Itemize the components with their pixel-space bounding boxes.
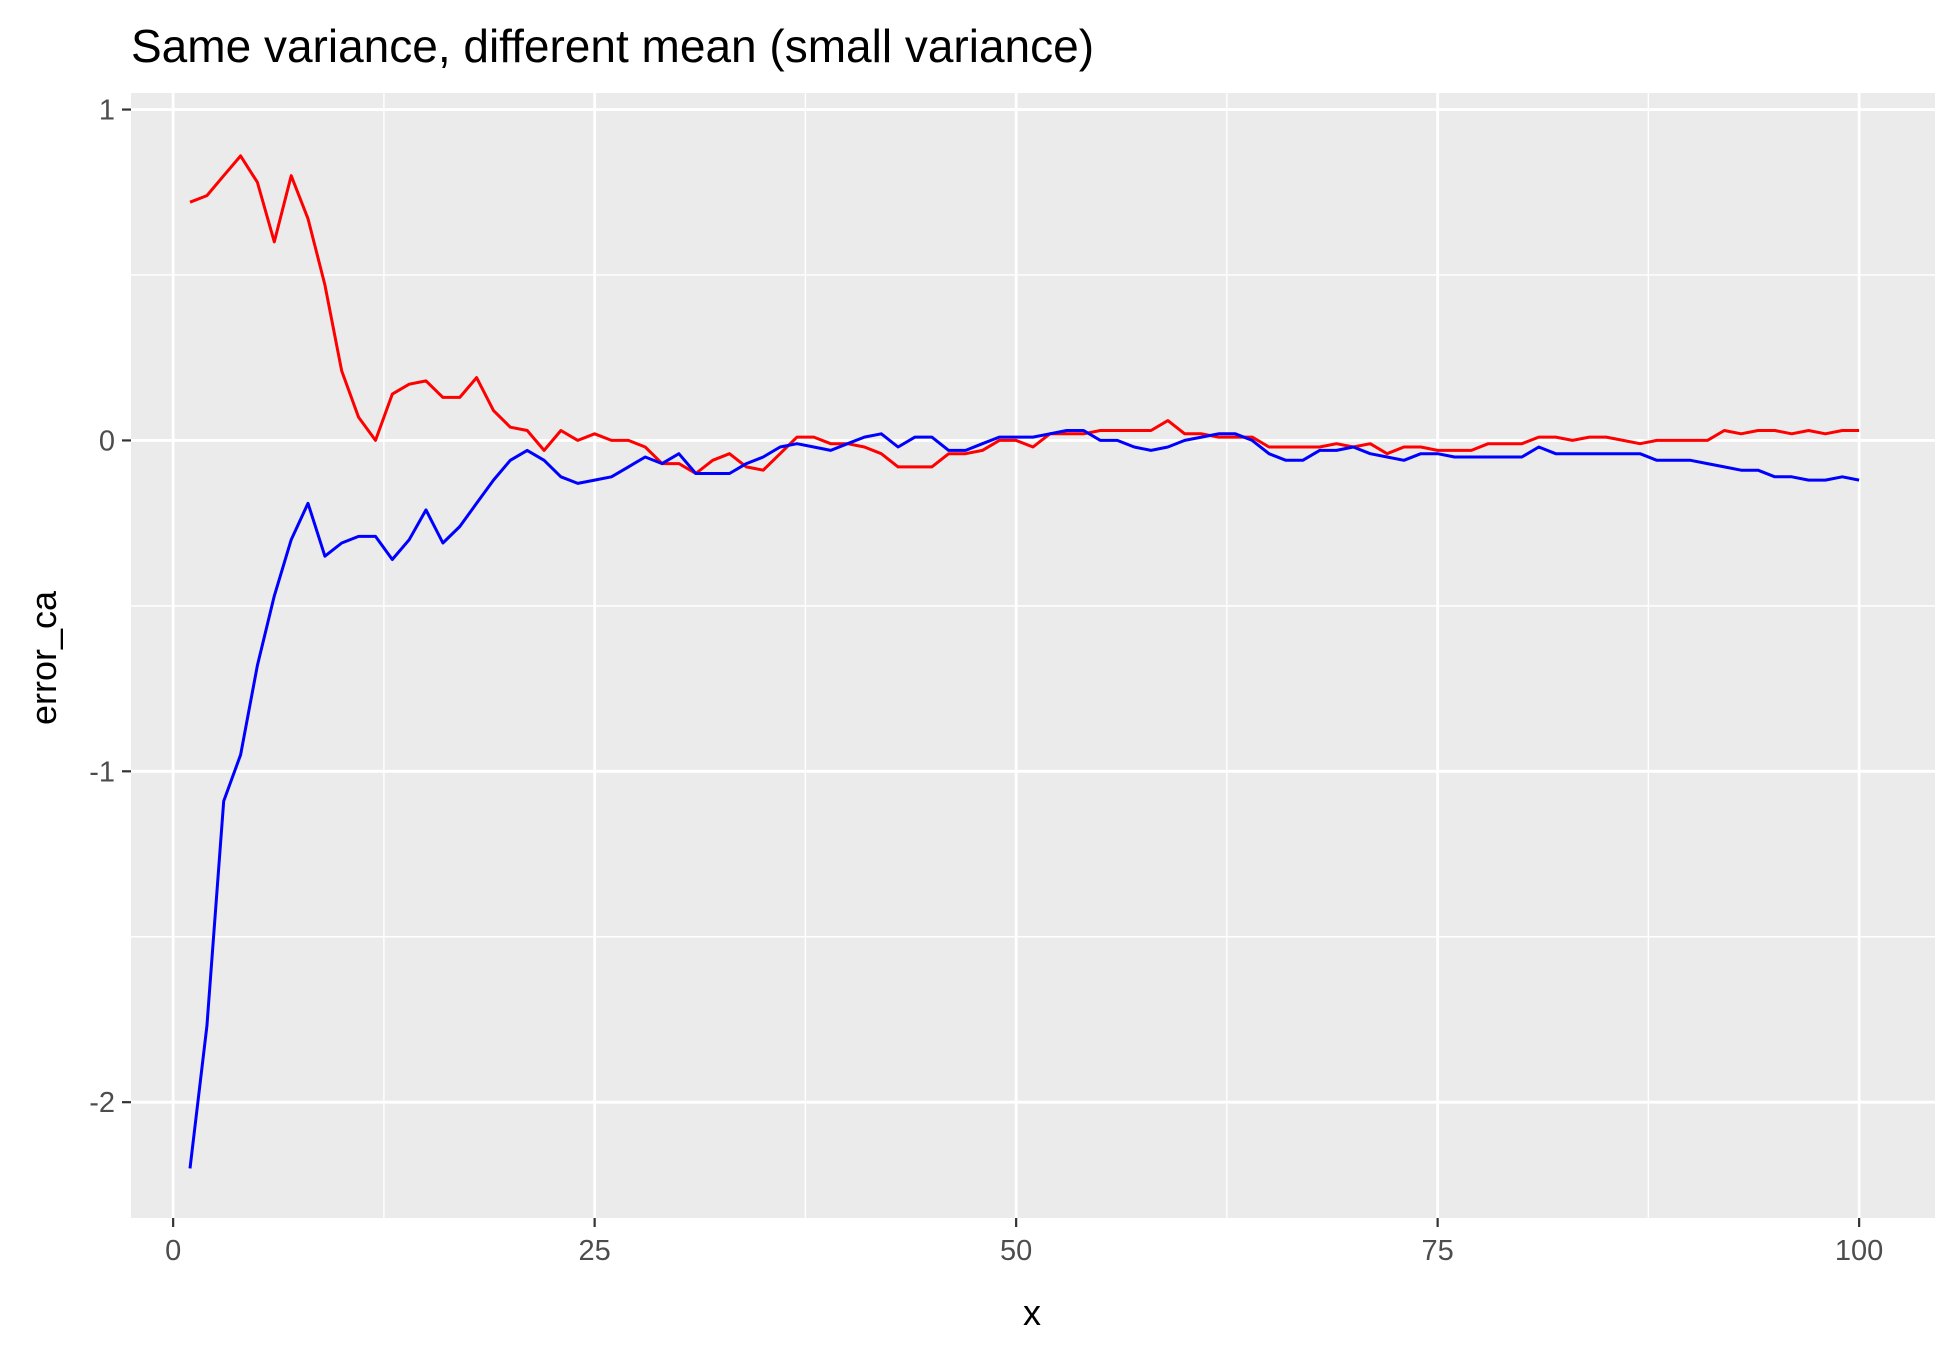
y-tick-label: -2 bbox=[89, 1087, 115, 1119]
x-tick-label: 50 bbox=[1000, 1235, 1032, 1267]
x-tick-label: 75 bbox=[1422, 1235, 1454, 1267]
x-tick-label: 100 bbox=[1835, 1235, 1883, 1267]
chart-title: Same variance, different mean (small var… bbox=[131, 20, 1094, 72]
plot-panel bbox=[131, 93, 1935, 1218]
x-axis: 0 25 50 75 100 bbox=[165, 1218, 1883, 1267]
y-axis: 1 0 -1 -2 bbox=[89, 95, 131, 1119]
series-line-1 bbox=[189, 154, 1860, 475]
minor-gridlines bbox=[131, 93, 1935, 1218]
series-line-2 bbox=[188, 429, 1860, 1169]
y-tick-label: -1 bbox=[89, 756, 115, 788]
y-tick-label: 1 bbox=[99, 95, 115, 127]
y-tick-label: 0 bbox=[99, 425, 115, 457]
x-tick-label: 25 bbox=[579, 1235, 611, 1267]
series-layer bbox=[188, 154, 1860, 1169]
x-axis-label: x bbox=[1023, 1292, 1041, 1333]
y-axis-label: error_ca bbox=[23, 590, 64, 725]
major-gridlines bbox=[131, 93, 1935, 1218]
x-tick-label: 0 bbox=[165, 1235, 181, 1267]
